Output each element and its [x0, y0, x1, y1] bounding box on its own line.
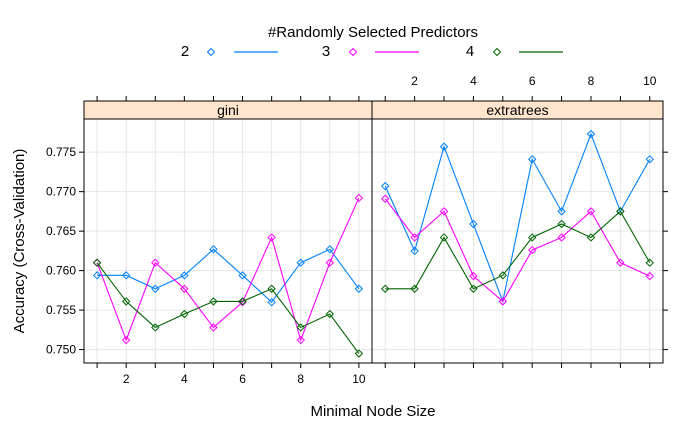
point-gini-4-10	[354, 349, 364, 358]
panel-extratrees: extratrees 2 4 6 8 10	[371, 74, 668, 368]
point-gini-4-5	[209, 297, 218, 306]
x-tick-label: 10	[643, 74, 657, 88]
y-tick-label: 0.775	[46, 145, 76, 159]
point-gini-4-8	[296, 323, 305, 332]
point-gini-3-7	[267, 233, 276, 242]
legend-marker-3	[348, 47, 358, 57]
point-gini-2-7	[267, 297, 276, 307]
point-gini-4-9	[325, 309, 335, 319]
y-tick-label: 0.755	[46, 303, 76, 317]
point-extratrees-2-4	[469, 219, 478, 229]
point-extratrees-3-1	[381, 194, 390, 203]
x-tick-label: 4	[470, 74, 477, 88]
point-gini-3-3	[151, 258, 160, 267]
point-extratrees-4-7	[557, 219, 566, 229]
x-tick-label: 4	[181, 372, 188, 386]
point-gini-2-8	[296, 258, 305, 267]
point-extratrees-2-2	[410, 246, 419, 256]
point-gini-2-6	[238, 271, 247, 280]
point-gini-2-4	[180, 271, 189, 280]
legend-marker-2	[206, 47, 216, 57]
point-extratrees-4-3	[439, 233, 449, 242]
x-axis-label: Minimal Node Size	[310, 403, 435, 420]
panel-border-gini	[83, 118, 373, 364]
point-gini-3-5	[209, 323, 218, 332]
series-line-gini-3	[96, 197, 360, 342]
point-gini-2-9	[325, 245, 335, 254]
point-extratrees-4-5	[498, 271, 508, 280]
strip-label-extratrees: extratrees	[486, 102, 548, 118]
series-line-extratrees-2	[384, 132, 651, 304]
point-gini-3-9	[325, 258, 335, 267]
x-tick-label: 10	[352, 372, 366, 386]
y-axis-label: Accuracy (Cross-Validation)	[11, 149, 28, 334]
x-tick-label: 6	[239, 372, 246, 386]
series-line-gini-4	[96, 262, 360, 354]
x-tick-label: 2	[123, 372, 130, 386]
point-extratrees-2-1	[381, 181, 390, 191]
point-extratrees-2-7	[557, 207, 566, 216]
legend-title: #Randomly Selected Predictors	[268, 24, 478, 41]
point-gini-4-6	[238, 297, 247, 306]
point-extratrees-3-9	[616, 258, 625, 267]
point-gini-3-4	[180, 284, 189, 293]
point-extratrees-4-10	[645, 258, 654, 267]
point-extratrees-3-7	[557, 233, 566, 242]
strip-label-gini: gini	[217, 102, 239, 118]
point-extratrees-4-9	[616, 207, 625, 216]
series-line-extratrees-3	[384, 198, 650, 303]
legend-label-3: 3	[322, 43, 330, 60]
x-tick-label: 8	[297, 372, 304, 386]
series-line-gini-2	[97, 248, 360, 304]
point-extratrees-3-2	[410, 233, 419, 242]
x-tick-label: 6	[529, 74, 536, 88]
point-gini-2-2	[121, 271, 131, 280]
panel-border-extratrees	[371, 118, 664, 364]
point-gini-2-1	[92, 271, 102, 280]
point-gini-3-8	[296, 335, 305, 345]
point-extratrees-2-8	[586, 129, 596, 139]
y-tick-label: 0.760	[46, 264, 76, 278]
x-tick-label: 2	[411, 74, 418, 88]
point-gini-2-5	[209, 245, 218, 254]
point-gini-4-4	[180, 309, 189, 319]
point-gini-3-2	[121, 335, 131, 345]
point-extratrees-2-3	[439, 142, 449, 151]
point-extratrees-4-1	[381, 284, 390, 293]
point-gini-4-1	[92, 258, 102, 267]
y-tick-label: 0.765	[46, 224, 76, 238]
point-extratrees-3-5	[498, 297, 508, 306]
point-gini-2-3	[151, 284, 160, 293]
point-extratrees-3-10	[645, 271, 654, 281]
point-gini-4-2	[121, 297, 131, 306]
point-gini-4-3	[151, 323, 160, 332]
point-extratrees-4-4	[469, 284, 478, 293]
panel-gini: gini 2 4 6 8 10 0.750 0.755 0.760 0.765 0.770 0.775	[46, 96, 373, 386]
point-extratrees-3-4	[469, 271, 478, 281]
y-tick-label: 0.770	[46, 185, 76, 199]
y-tick-label: 0.750	[46, 343, 76, 357]
point-extratrees-4-2	[410, 284, 419, 293]
legend-label-4: 4	[466, 43, 474, 60]
point-extratrees-4-8	[586, 233, 596, 242]
point-gini-4-7	[267, 284, 276, 293]
point-extratrees-3-8	[586, 207, 596, 216]
legend-label-2: 2	[181, 43, 189, 60]
plot-area: gini 2 4 6 8 10 0.750 0.755 0.760 0.765 0.770 0.775…	[46, 74, 668, 386]
point-extratrees-3-6	[527, 245, 537, 255]
x-tick-label: 8	[588, 74, 595, 88]
point-extratrees-4-6	[527, 233, 537, 242]
point-extratrees-2-6	[527, 155, 537, 164]
legend: #Randomly Selected Predictors 2 3 4	[181, 24, 563, 60]
point-gini-2-10	[354, 284, 364, 293]
series-line-extratrees-4	[385, 210, 651, 290]
legend-marker-4	[492, 47, 502, 57]
point-extratrees-3-3	[439, 207, 449, 216]
point-gini-3-10	[354, 193, 364, 203]
point-extratrees-2-10	[645, 155, 654, 164]
